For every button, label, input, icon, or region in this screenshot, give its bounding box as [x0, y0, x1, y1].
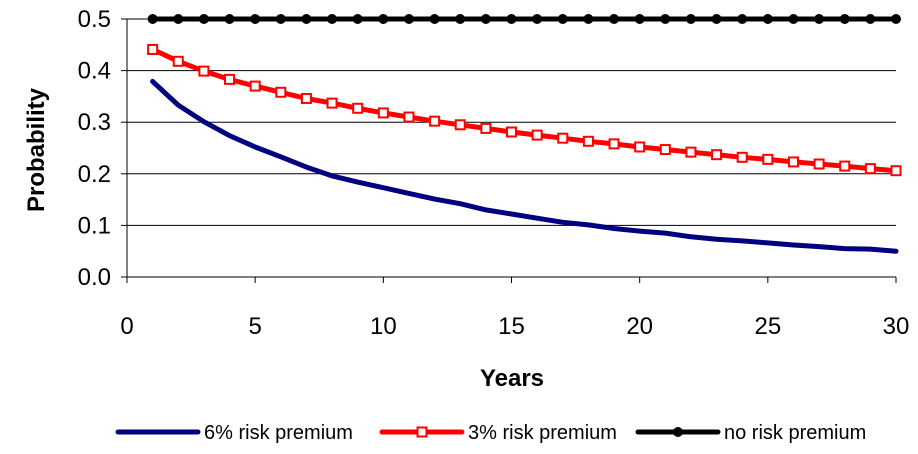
data-point [455, 14, 466, 24]
data-point [532, 14, 543, 24]
y-tick-label: 0.3 [78, 109, 111, 136]
x-tick-label: 10 [370, 313, 397, 340]
data-point [865, 14, 876, 24]
x-tick-labels: 0 5 10 15 20 25 30 [120, 313, 909, 340]
data-point [583, 14, 594, 24]
y-tick-label: 0.5 [78, 6, 111, 33]
data-point [224, 14, 235, 24]
data-point [224, 73, 236, 85]
data-point [506, 126, 517, 138]
data-point [634, 141, 646, 153]
data-point [890, 165, 902, 177]
data-point [685, 14, 696, 24]
data-point [531, 129, 543, 141]
data-point [557, 14, 568, 24]
legend-label-1: 6% risk premium [204, 422, 353, 444]
y-tick-labels: 0.0 0.1 0.2 0.3 0.4 0.5 [78, 6, 111, 291]
data-point [275, 14, 286, 24]
data-point [326, 97, 338, 109]
data-point [737, 14, 748, 24]
data-point [275, 86, 287, 98]
x-tick-label: 20 [626, 313, 653, 340]
data-point [582, 135, 594, 147]
series-line-1 [150, 78, 899, 254]
data-point [813, 158, 825, 170]
x-tick-label: 0 [120, 313, 133, 340]
data-point [403, 111, 415, 123]
legend-marker [416, 426, 428, 438]
data-point [377, 107, 389, 119]
data-point [172, 55, 184, 67]
y-tick-label: 0.4 [78, 58, 111, 85]
data-point [327, 14, 338, 24]
data-point [249, 80, 261, 92]
data-point [173, 14, 184, 24]
x-tick-label: 30 [883, 313, 910, 340]
x-tick-label: 15 [498, 313, 525, 340]
data-point [198, 65, 210, 77]
data-point [198, 14, 209, 24]
legend: 6% risk premium 3% risk premium no risk pr… [115, 422, 866, 444]
legend-label-3: no risk premium [724, 422, 866, 444]
data-point [711, 149, 723, 161]
data-point [429, 14, 440, 24]
legend-marker [673, 427, 683, 437]
data-point [762, 14, 773, 24]
plot-area [147, 14, 902, 254]
data-point [608, 138, 620, 150]
data-point [814, 14, 825, 24]
data-point [839, 14, 850, 24]
data-point [659, 144, 671, 156]
x-tick-label: 25 [754, 313, 781, 340]
data-point [301, 14, 312, 24]
data-point [403, 14, 414, 24]
data-point [864, 163, 876, 175]
y-tick-label: 0.2 [78, 161, 111, 188]
data-point [480, 14, 491, 24]
data-point [378, 14, 389, 24]
y-tick-label: 0.1 [78, 212, 111, 239]
data-point [557, 132, 569, 144]
y-tick-label: 0.0 [78, 264, 111, 291]
data-point [454, 119, 466, 131]
data-point [429, 115, 441, 127]
data-point [685, 146, 697, 158]
axes [121, 18, 897, 283]
data-point [839, 160, 851, 172]
data-point [787, 156, 799, 168]
data-point [788, 14, 799, 24]
data-point [352, 102, 364, 114]
legend-label-2: 3% risk premium [468, 422, 617, 444]
x-tick-label: 5 [248, 313, 261, 340]
y-axis-title: Probability [23, 87, 50, 212]
x-axis-title: Years [480, 365, 544, 392]
data-point [711, 14, 722, 24]
data-point [480, 122, 492, 134]
gridlines [127, 18, 896, 226]
data-point [147, 43, 159, 55]
data-point [660, 14, 671, 24]
data-point [352, 14, 363, 24]
data-point [300, 92, 312, 104]
data-point [506, 14, 517, 24]
data-point [250, 14, 261, 24]
data-point [634, 14, 645, 24]
data-point [147, 14, 158, 24]
data-point [609, 14, 620, 24]
data-point [736, 151, 748, 163]
data-point [762, 153, 774, 165]
data-point [891, 14, 901, 24]
